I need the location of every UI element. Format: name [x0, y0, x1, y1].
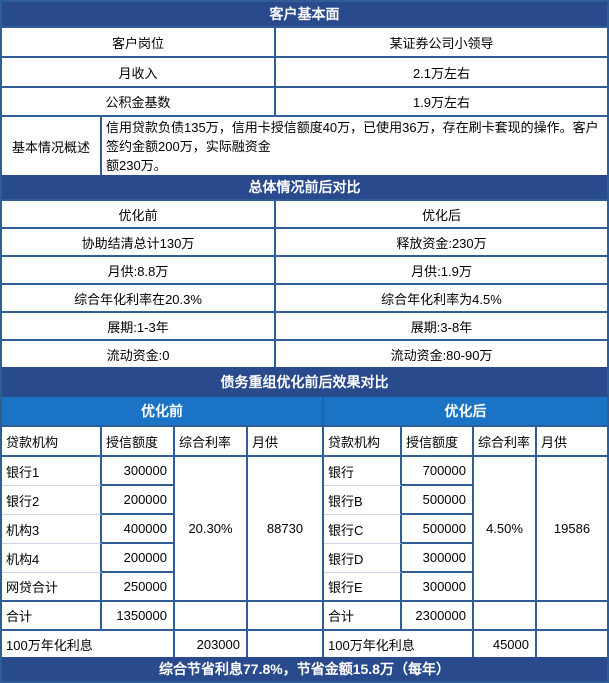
empty-payment-cell	[248, 602, 322, 631]
after-cell: 优化后	[421, 207, 461, 223]
before-cell: 优化前	[2, 201, 276, 227]
credit-cell: 300000	[402, 573, 474, 602]
org-cell: 银行	[324, 457, 402, 486]
org-cell: 银行D	[324, 544, 402, 573]
before-cell: 展期:1-3年	[2, 313, 276, 339]
table-row: 展期:1-3年 展期:3-8年	[2, 311, 607, 339]
org-cell: 机构3	[2, 515, 102, 544]
table-row: 客户岗位 某证券公司小领导	[2, 26, 607, 56]
org-cell: 机构4	[2, 544, 102, 573]
after-cell: 展期:3-8年	[410, 319, 473, 335]
row-value: 某证券公司小领导	[389, 35, 494, 51]
before-cell: 流动资金:0	[2, 341, 276, 367]
column-header-credit: 授信额度	[402, 427, 474, 457]
merged-rate-cell: 4.50%	[474, 457, 537, 602]
column-header-org: 贷款机构	[324, 427, 402, 457]
credit-cell: 700000	[402, 457, 474, 486]
credit-cell: 300000	[102, 457, 175, 486]
after-cell: 释放资金:230万	[396, 235, 487, 251]
table-row: 协助结清总计130万 释放资金:230万	[2, 227, 607, 255]
org-cell: 银行C	[324, 515, 402, 544]
section-title-debt-restructure-comparison: 债务重组优化前后效果对比	[2, 367, 607, 397]
org-cell: 银行2	[2, 486, 102, 515]
before-interest: 100万年化利息 203000	[2, 631, 324, 657]
before-table: 贷款机构 授信额度 综合利率 月供 银行1 300000 银行2 200000 …	[2, 427, 324, 631]
empty-rate-cell	[175, 602, 248, 631]
row-value: 1.9万左右	[412, 95, 471, 110]
overview-text: 信用贷款负债135万，信用卡授信额度40万，已使用36万，存在刷卡套现的操作。客…	[106, 120, 599, 173]
table-row: 公积金基数 1.9万左右	[2, 86, 607, 115]
credit-cell: 250000	[102, 573, 175, 602]
interest-label: 100万年化利息	[324, 631, 474, 657]
before-cell: 协助结清总计130万	[2, 229, 276, 255]
interest-value: 203000	[175, 631, 248, 657]
credit-cell: 500000	[402, 515, 474, 544]
section-title-customer-profile: 客户基本面	[2, 2, 607, 26]
credit-cell: 400000	[102, 515, 175, 544]
total-org-cell: 合计	[2, 602, 102, 631]
savings-summary-banner: 综合节省利息77.8%，节省金额15.8万（每年）	[2, 657, 607, 681]
merged-payment-cell: 88730	[248, 457, 322, 602]
overview-label: 基本情况概述	[2, 117, 102, 175]
org-cell: 银行E	[324, 573, 402, 602]
row-label: 月收入	[2, 58, 276, 86]
after-interest: 100万年化利息 45000	[324, 631, 607, 657]
column-header-payment: 月供	[537, 427, 607, 457]
interest-label: 100万年化利息	[2, 631, 175, 657]
empty-cell	[248, 631, 322, 657]
total-credit-cell: 1350000	[102, 602, 175, 631]
table-row: 月供:8.8万 月供:1.9万	[2, 255, 607, 283]
after-cell: 流动资金:80-90万	[390, 347, 493, 363]
empty-cell	[537, 631, 607, 657]
column-header-rate: 综合利率	[175, 427, 248, 457]
after-cell: 月供:1.9万	[411, 263, 472, 279]
table-row: 月收入 2.1万左右	[2, 56, 607, 86]
table-row: 综合年化利率在20.3% 综合年化利率为4.5%	[2, 283, 607, 311]
row-value: 2.1万左右	[412, 65, 471, 81]
annualized-interest-row: 100万年化利息 203000 100万年化利息 45000	[2, 631, 607, 657]
after-header: 优化后	[444, 403, 487, 419]
credit-cell: 200000	[102, 486, 175, 515]
merged-payment-cell: 19586	[537, 457, 607, 602]
table-row: 流动资金:0 流动资金:80-90万	[2, 339, 607, 367]
table-row: 优化前 优化后	[2, 199, 607, 227]
empty-payment-cell	[537, 602, 607, 631]
merged-rate-cell: 20.30%	[175, 457, 248, 602]
row-label: 客户岗位	[2, 28, 276, 56]
basic-situation-row: 基本情况概述 信用贷款负债135万，信用卡授信额度40万，已使用36万，存在刷卡…	[2, 115, 607, 175]
credit-cell: 200000	[102, 544, 175, 573]
section-title-overall-comparison: 总体情况前后对比	[2, 175, 607, 199]
credit-cell: 500000	[402, 486, 474, 515]
before-cell: 月供:8.8万	[2, 257, 276, 283]
org-cell: 银行B	[324, 486, 402, 515]
empty-rate-cell	[474, 602, 537, 631]
column-header-rate: 综合利率	[474, 427, 537, 457]
before-after-subheader: 优化前 优化后	[2, 397, 607, 427]
org-cell: 网贷合计	[2, 573, 102, 602]
comparison-tables: 贷款机构 授信额度 综合利率 月供 银行1 300000 银行2 200000 …	[2, 427, 607, 631]
credit-cell: 300000	[402, 544, 474, 573]
org-cell: 银行1	[2, 457, 102, 486]
after-table: 贷款机构 授信额度 综合利率 月供 银行 700000 银行B 500000 银…	[324, 427, 607, 631]
before-cell: 综合年化利率在20.3%	[2, 285, 276, 311]
row-label: 公积金基数	[2, 88, 276, 115]
interest-value: 45000	[474, 631, 537, 657]
after-cell: 综合年化利率为4.5%	[381, 291, 502, 307]
column-header-payment: 月供	[248, 427, 322, 457]
column-header-org: 贷款机构	[2, 427, 102, 457]
column-header-credit: 授信额度	[102, 427, 175, 457]
total-org-cell: 合计	[324, 602, 402, 631]
total-credit-cell: 2300000	[402, 602, 474, 631]
before-header: 优化前	[2, 397, 324, 425]
